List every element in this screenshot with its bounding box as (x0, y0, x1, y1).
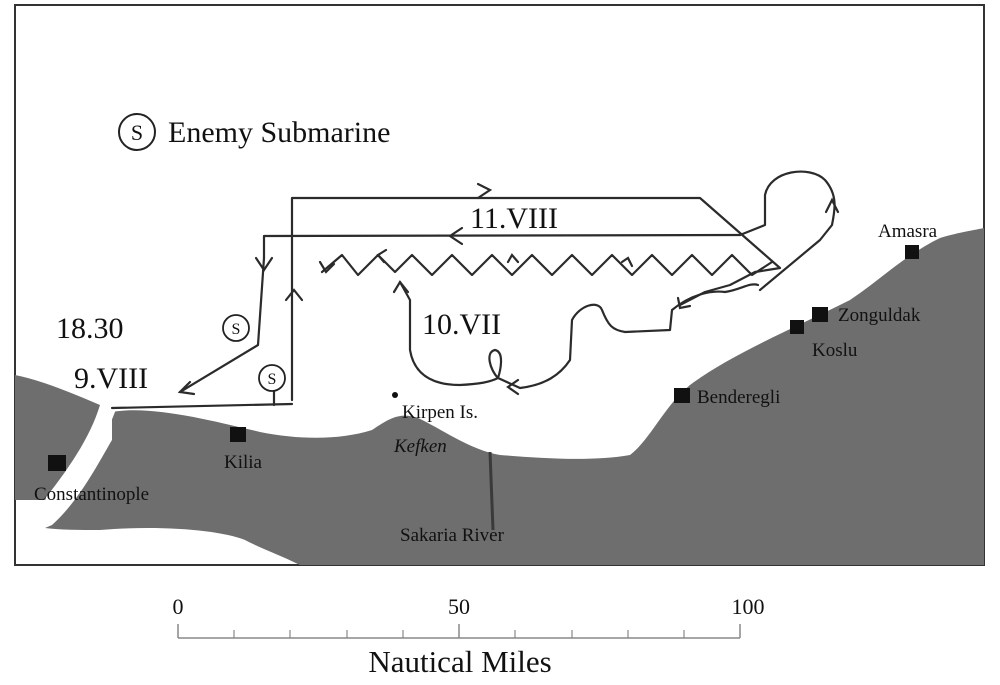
scale-tick-0: 0 (173, 594, 184, 619)
scale-bar: 0 50 100 Nautical Miles (173, 594, 765, 679)
track-strait-exit (110, 402, 294, 410)
arrow-to-strait (177, 380, 196, 396)
scale-tick-50: 50 (448, 594, 470, 619)
place-kirpen: Kirpen Is. (402, 402, 478, 423)
arrow-southern-east (676, 296, 692, 310)
land-thrace (15, 375, 108, 500)
place-koslu: Koslu (812, 340, 858, 361)
place-zonguldak: Zonguldak (838, 305, 921, 326)
time-label: 18.30 (56, 312, 124, 345)
arrow-southern-mid (506, 378, 520, 396)
date-label-11-viii: 11.VIII (470, 202, 558, 235)
town-marker-koslu (790, 320, 804, 334)
date-label-9-viii: 9.VIII (74, 362, 148, 395)
track-zigzag (320, 253, 774, 277)
island-marker-kirpen (392, 392, 398, 398)
arrow-west-down (254, 256, 274, 272)
land-anatolia (45, 228, 984, 565)
arrow-zigzag-c (620, 256, 634, 268)
scale-unit: Nautical Miles (368, 644, 551, 679)
town-marker-benderegli (674, 388, 690, 403)
town-marker-constantinople (48, 455, 66, 471)
town-marker-amasra (905, 245, 919, 259)
track-route-11-viii (290, 196, 782, 402)
submarine-marker-1: S (222, 314, 250, 342)
arrow-loop-top (824, 197, 840, 214)
place-benderegli: Benderegli (697, 387, 780, 408)
legend-symbol (118, 113, 156, 151)
town-marker-zonguldak (812, 307, 828, 322)
track-east-loop (738, 170, 836, 292)
legend-symbol-letter: S (131, 120, 143, 145)
legend-label: Enemy Submarine (168, 116, 390, 149)
track-west-descent (178, 256, 266, 394)
bosphorus-strait (40, 404, 118, 510)
town-marker-kilia (230, 427, 246, 442)
arrow-zigzag-b (506, 253, 520, 264)
place-sakaria: Sakaria River (400, 525, 505, 546)
place-constantinople: Constantinople (34, 484, 149, 505)
track-return-loop (262, 233, 742, 260)
place-kilia: Kilia (224, 452, 263, 473)
svg-text:S: S (268, 371, 277, 388)
track-southern (398, 280, 760, 390)
arrow-return-lane (448, 226, 464, 246)
arrow-east-up (284, 288, 304, 302)
arrow-zigzag-west (318, 260, 336, 274)
place-amasra: Amasra (878, 221, 938, 242)
place-kefken: Kefken (393, 436, 447, 457)
scale-tick-100: 100 (732, 594, 765, 619)
sakaria-river (488, 451, 495, 531)
date-label-10-vii: 10.VII (422, 308, 501, 341)
arrow-zigzag-a (376, 248, 388, 264)
submarine-marker-2: S (258, 364, 286, 392)
arrow-north-lane (476, 182, 493, 200)
legend: S Enemy Submarine (118, 113, 390, 151)
svg-text:S: S (232, 321, 241, 338)
arrow-southern-start (392, 280, 410, 294)
